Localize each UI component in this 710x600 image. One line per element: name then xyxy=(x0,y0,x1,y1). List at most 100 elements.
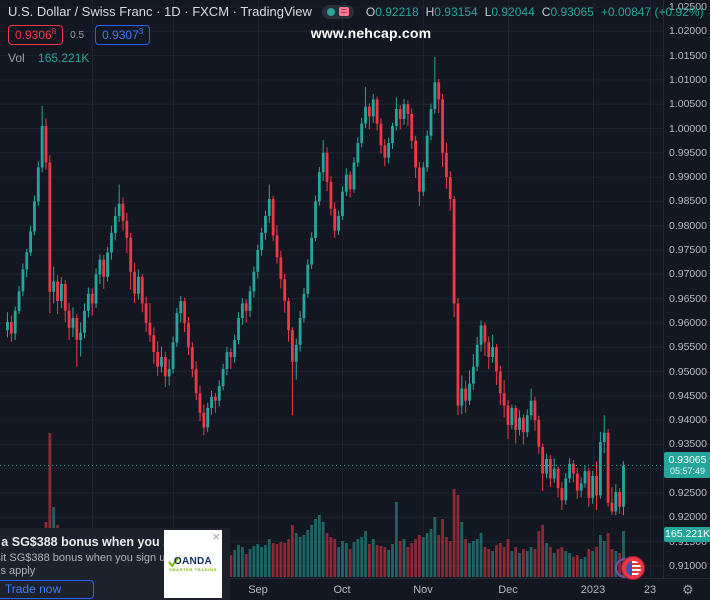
candle-body xyxy=(329,181,333,209)
time-tick-label: Sep xyxy=(248,584,268,596)
volume-bar xyxy=(487,549,491,577)
symbol-title[interactable]: U.S. Dollar / Swiss Franc · 1D · FXCM · … xyxy=(8,4,312,19)
volume-bar xyxy=(572,557,575,577)
candle-wick xyxy=(245,299,247,323)
candle-body xyxy=(83,310,86,333)
candle-body xyxy=(60,284,63,302)
candle-body xyxy=(317,172,321,202)
volume-bar xyxy=(483,547,487,577)
candle-body xyxy=(410,113,414,141)
candle-body xyxy=(90,293,94,304)
candle-body xyxy=(140,276,144,304)
volume-bar xyxy=(410,543,414,577)
candle-body xyxy=(599,441,602,496)
candle-body xyxy=(487,342,491,357)
volume-bar xyxy=(587,549,591,577)
economic-event-marker[interactable] xyxy=(615,555,649,581)
candle-body xyxy=(602,432,606,442)
volume-bar xyxy=(383,547,387,577)
candle-wick xyxy=(214,392,216,413)
buy-button[interactable]: 0.93073 xyxy=(95,25,151,45)
volume-bar xyxy=(283,543,287,577)
watermark: www.nehcap.com xyxy=(310,25,432,41)
volume-bar xyxy=(356,539,360,577)
volume-bar xyxy=(368,544,371,577)
volume-badge: 165.221K xyxy=(664,527,710,542)
volume-bar xyxy=(391,544,394,577)
candle-body xyxy=(25,252,29,270)
candle-body xyxy=(579,483,583,491)
trade-now-button[interactable]: Trade now xyxy=(0,580,94,599)
volume-bar xyxy=(468,543,471,577)
gear-icon[interactable]: ⚙ xyxy=(682,582,694,597)
chart-pane[interactable]: www.nehcap.com U.S. Dollar / Swiss Franc… xyxy=(0,0,704,581)
volume-bar xyxy=(329,537,333,577)
volume-bar xyxy=(456,495,460,577)
candle-body xyxy=(133,271,136,294)
price-tick-label: 0.95500 xyxy=(669,341,707,354)
time-tick-label: Oct xyxy=(333,584,351,596)
time-tick-label: 2023 xyxy=(580,584,606,596)
oanda-logo-icon xyxy=(168,557,179,568)
volume-bar xyxy=(275,544,279,577)
candle-body xyxy=(441,99,444,153)
volume-bar xyxy=(522,549,525,577)
candle-body xyxy=(148,322,152,336)
volume-bar xyxy=(564,551,568,577)
candle-body xyxy=(364,106,367,124)
candlestick-chart[interactable] xyxy=(0,0,663,578)
candle-body xyxy=(98,259,102,275)
volume-bar xyxy=(406,547,410,577)
candle-body xyxy=(568,463,571,479)
candle-body xyxy=(129,237,133,272)
price-tick-label: 0.94000 xyxy=(669,414,707,427)
volume-bar xyxy=(256,544,260,577)
candle-body xyxy=(614,492,618,512)
candle-body xyxy=(475,344,479,367)
sell-button[interactable]: 0.93068 xyxy=(8,25,64,45)
volume-label: Vol xyxy=(8,51,25,65)
candle-body xyxy=(63,284,67,311)
volume-bar xyxy=(244,554,248,577)
candle-body xyxy=(379,123,383,146)
price-tick-label: 0.93500 xyxy=(669,438,707,451)
candle-body xyxy=(445,152,448,178)
candle-body xyxy=(498,371,502,394)
volume-bar xyxy=(379,546,383,577)
candle-body xyxy=(425,135,429,168)
volume-bar xyxy=(545,543,548,577)
close-icon[interactable]: × xyxy=(212,529,220,544)
volume-bar xyxy=(533,549,537,577)
volume-bar xyxy=(537,531,541,577)
candle-body xyxy=(152,335,156,353)
candle-body xyxy=(283,279,287,302)
candle-body xyxy=(610,502,614,512)
volume-bar xyxy=(445,537,448,577)
price-tick-label: 1.02000 xyxy=(669,25,707,38)
candle-body xyxy=(314,201,317,238)
candle-wick xyxy=(230,348,232,370)
candle-body xyxy=(352,162,356,190)
candle-body xyxy=(606,432,610,503)
open-label: O xyxy=(365,4,376,19)
volume-bar xyxy=(498,543,502,577)
price-axis[interactable]: 0.93065 05:57:49 165.221K 1.02500 1.02000… xyxy=(663,0,710,578)
candle-body xyxy=(113,215,117,233)
candle-body xyxy=(144,303,148,323)
candle-body xyxy=(175,313,179,343)
candle-body xyxy=(495,347,498,372)
candle-body xyxy=(368,106,371,117)
price-tick-label: 0.99500 xyxy=(669,146,707,159)
volume-bar xyxy=(575,555,579,577)
candle-body xyxy=(29,231,32,253)
volume-bar xyxy=(541,525,545,577)
high-value: 0.93154 xyxy=(434,4,478,19)
volume-bar xyxy=(552,553,556,577)
volume-bar xyxy=(464,539,468,577)
candle-body xyxy=(375,99,379,124)
candle-body xyxy=(552,468,556,479)
volume-bar xyxy=(302,535,306,577)
bar-change-toggle[interactable] xyxy=(321,4,354,19)
price-tick-label: 0.97500 xyxy=(669,244,707,256)
price-tick-label: 0.96500 xyxy=(669,292,707,305)
